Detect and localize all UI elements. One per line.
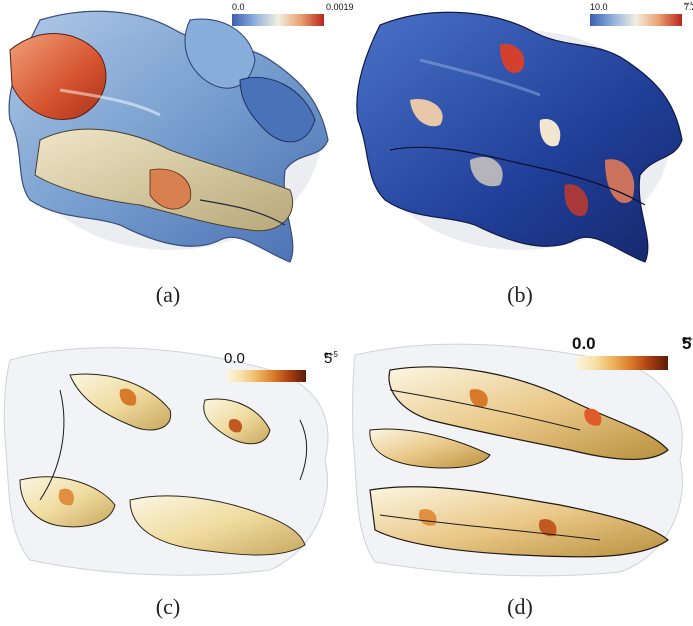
colorbar-d — [576, 356, 668, 370]
caption-c: (c) — [155, 594, 181, 619]
colorbar-c — [226, 370, 306, 382]
colorbar-a — [232, 14, 324, 26]
colorbar-c-labels: 0.0 5 e+5 — [224, 350, 338, 367]
colorbar-a-min: 0.0 — [232, 2, 245, 12]
panel-c-render — [0, 330, 340, 580]
caption-a: (a) — [155, 282, 181, 307]
colorbar-c-min: 0.0 — [224, 350, 245, 367]
vortex-isosurface-a — [8, 10, 329, 263]
vortex-isosurface-c — [3, 347, 329, 576]
colorbar-b-min: 10.0 — [590, 2, 608, 12]
colorbar-b — [590, 14, 682, 26]
colorbar-d-min: 0.0 — [572, 334, 596, 353]
caption-b: (b) — [507, 282, 533, 307]
caption-d: (d) — [507, 594, 533, 619]
colorbar-a-labels: 0.0 0.0019 — [232, 2, 354, 12]
colorbar-b-labels: 10.0 7.2e+3 — [590, 2, 693, 12]
panel-b-render — [350, 0, 693, 270]
panel-a-render — [0, 0, 340, 270]
vortex-isosurface-d — [352, 343, 683, 577]
panel-d-render — [350, 330, 693, 580]
colorbar-d-labels: 0.0 5e+5 — [572, 334, 693, 353]
vortex-isosurface-b — [356, 11, 683, 263]
